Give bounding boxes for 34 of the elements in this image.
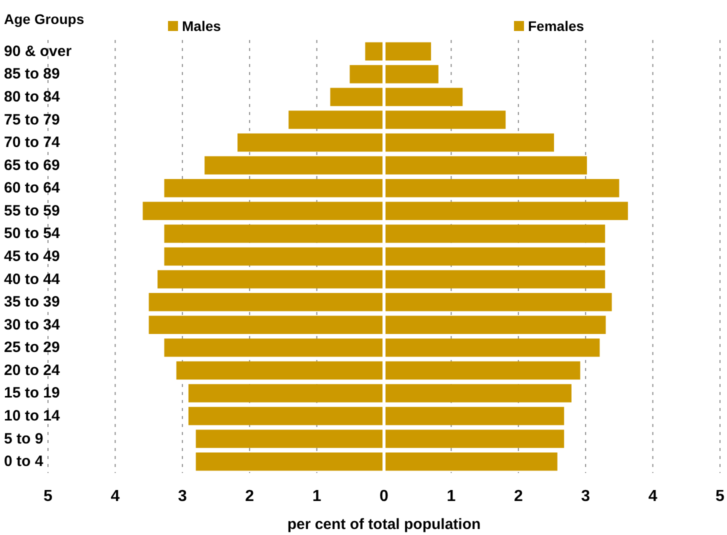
- y-tick-label: 80 to 84: [4, 88, 61, 106]
- x-tick-label: 0: [380, 488, 389, 505]
- x-tick-label: 3: [581, 488, 590, 505]
- y-tick-label: 50 to 54: [4, 225, 61, 242]
- y-tick-label: 5 to 9: [4, 430, 44, 448]
- y-tick-label: 25 to 29: [4, 339, 60, 356]
- x-axis-title: per cent of total population: [287, 516, 481, 533]
- x-tick-label: 1: [446, 488, 456, 505]
- y-tick-label: 10 to 14: [4, 408, 61, 425]
- y-tick-label: 55 to 59: [4, 202, 60, 220]
- y-tick-label: 75 to 79: [4, 111, 60, 128]
- legend-label: Males: [182, 18, 222, 34]
- x-tick-label: 3: [178, 488, 187, 505]
- x-tick-label: 5: [44, 488, 53, 505]
- y-tick-label: 35 to 39: [4, 294, 60, 311]
- x-tick-label: 2: [514, 488, 523, 505]
- y-axis-title: Age Groups: [4, 11, 84, 27]
- x-tick-label: 5: [716, 488, 725, 505]
- y-tick-label: 0 to 4: [4, 453, 44, 470]
- y-tick-label: 90 & over: [4, 42, 72, 60]
- x-tick-label: 4: [648, 488, 658, 505]
- y-tick-label: 45 to 49: [4, 248, 60, 265]
- legend-label: Females: [528, 18, 584, 34]
- y-tick-label: 65 to 69: [4, 156, 60, 174]
- x-tick-label: 1: [312, 488, 322, 505]
- x-tick-label: 2: [245, 488, 254, 505]
- y-tick-label: 20 to 24: [4, 362, 61, 379]
- y-tick-label: 15 to 19: [4, 384, 60, 402]
- y-tick-label: 40 to 44: [4, 270, 61, 288]
- y-tick-label: 60 to 64: [4, 180, 61, 197]
- y-tick-label: 85 to 89: [4, 66, 60, 83]
- x-tick-label: 4: [110, 488, 120, 505]
- y-tick-label: 70 to 74: [4, 134, 61, 152]
- y-tick-label: 30 to 34: [4, 316, 61, 334]
